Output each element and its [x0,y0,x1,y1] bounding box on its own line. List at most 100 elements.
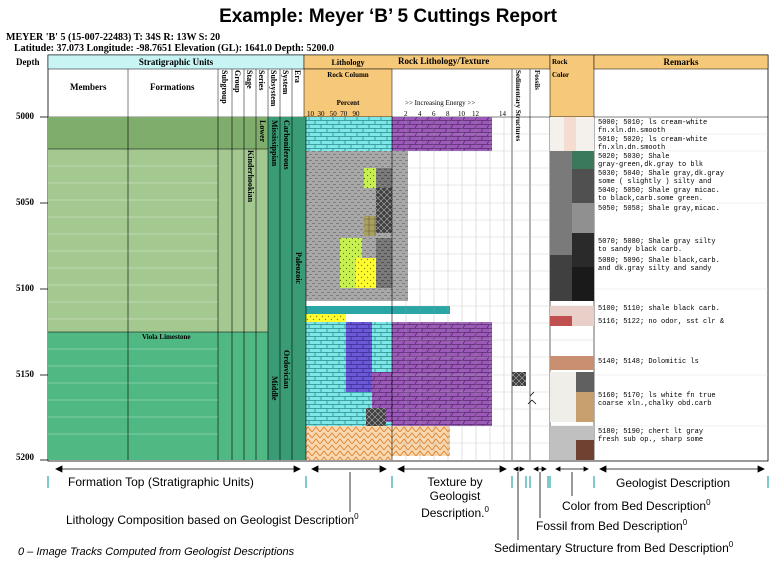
rock-column-fills [306,117,392,460]
series-header: Series [257,70,266,91]
rock-col-chert [306,426,392,460]
annot-color-sup: 0 [706,498,711,507]
annot-fossil-sup: 0 [682,518,688,527]
depth-header: Depth [16,57,40,67]
rock-col-olive [364,216,376,236]
energy-tick-4: 4 [418,110,422,118]
color-swatch-1 [564,117,576,151]
annot-texture-line-3: Description.0 [410,503,500,520]
lithology-header: Lithology [331,58,365,67]
color-swatch-7 [576,372,594,392]
annot-texture-sup: 0 [484,505,489,514]
well-info: MEYER 'B' 5 (15-007-22483) T: 34S R: 13W… [6,32,334,54]
report-title: Example: Meyer ‘B’ 5 Cuttings Report [219,6,557,27]
remark-3: 5030; 5040; Shale gray,dk.gray some ( sl… [598,170,725,186]
annot-lith-comp-sup: 0 [354,512,359,521]
remark-8: 5100; 5110; shale black carb. [598,305,720,313]
energy-tick-14: 14 [499,110,506,118]
remark-0: 5000; 5010; ls cream-white fn.xln.dn.smo… [598,119,708,135]
color-swatch-9 [576,440,594,460]
percent-header: Percent [336,99,360,107]
upper-mississippian-block [48,117,306,149]
subsystem-header: Subsystem [269,70,278,107]
sed-structures-header: Sedimentary Structures [514,70,522,142]
remark-9: 5116; 5122; no odor, sst clr & [598,318,725,326]
annotation-arrows [55,465,765,473]
rock-col-limestone-top [306,117,392,151]
color-swatch-2 [572,169,594,203]
annot-formation-top: Formation Top (Stratigraphic Units) [68,475,254,489]
energy-tick-2: 2 [404,110,408,118]
remarks-header-bg [593,54,769,70]
rock-col-silt-1 [364,168,376,188]
rock-col-sand-band [306,314,346,322]
rock-color-track [550,117,594,460]
rock-col-sand [356,258,376,288]
annot-texture-line-1: Texture by [427,475,483,489]
label-carboniferous: Carboniferous [282,120,291,170]
strat-header: Stratigraphic Units [138,57,214,67]
label-mississippian: Mississippian [270,120,279,167]
color-swatch-green [572,151,594,169]
color-swatch-red [550,316,572,326]
formations-header: Formations [150,82,195,92]
color-swatch-3 [572,203,594,233]
rock-color-header-2: Color [552,71,570,79]
stage-header: Stage [245,70,254,89]
annotation-markers [47,476,769,488]
annot-footnote: 0 – Image Tracks Computed from Geologist… [18,546,295,558]
color-swatch-4 [572,233,594,267]
system-header: System [281,70,290,95]
label-paleozoic: Paleozoic [294,252,303,284]
color-swatch-5 [572,267,594,301]
remark-7: 5080; 5096; Shale black,carb. and dk.gra… [598,257,720,273]
remark-10: 5140; 5148; Dolomitic ls [598,358,699,366]
well-line-1: MEYER 'B' 5 (15-007-22483) T: 34S R: 13W… [6,32,221,43]
annot-color: Color from Bed Description0 [562,498,711,513]
well-line-2: Latitude: 37.073 Longitude: -98.7651 Ele… [14,43,334,54]
strat-grid [48,117,293,460]
members-header: Members [70,82,107,92]
era-column [268,117,306,460]
annot-sed-sup: 0 [728,540,734,549]
annot-color-text: Color from Bed Description [562,499,707,513]
rock-col-darkshale-2 [376,238,392,288]
rock-column-header: Rock Column [327,71,369,79]
ordovician-block [48,332,306,460]
annot-texture-line-2: Geologist [429,489,481,503]
annot-sed-text: Sedimentary Structure from Bed Descripti… [494,541,729,555]
depth-label-5200: 5200 [16,452,34,462]
label-viola-limestone: Viola Limestone [142,333,191,341]
color-swatch-6 [550,255,572,301]
era-header: Era [293,70,302,83]
depth-ticks [40,116,48,461]
annot-lith-comp-text: Lithology Composition based on Geologist… [66,513,355,527]
label-lower: Lower [258,120,267,143]
remark-2: 5020; 5030; Shale gray-green,dk.gray to … [598,153,704,169]
header-dividers [48,69,768,118]
energy-tick-12: 12 [472,110,479,118]
rock-col-carb-1 [376,188,392,233]
fossil-icon [527,391,537,405]
sed-structure-mark [512,372,526,386]
depth-label-5100: 5100 [16,283,34,293]
remark-1: 5010; 5020; ls cream-white fn.xln.dn.smo… [598,136,708,152]
rock-color-header-1: Rock [552,58,568,66]
label-middle: Middle [270,376,279,401]
label-ordovician: Ordovician [282,350,291,389]
subgroup-header: Subgroup [220,70,229,104]
depth-label-5050: 5050 [16,197,34,207]
group-header: Group [233,70,242,93]
annot-lith-comp: Lithology Composition based on Geologist… [66,512,359,527]
energy-tick-10: 10 [458,110,465,118]
mississippian-block [48,117,306,332]
annot-sed: Sedimentary Structure from Bed Descripti… [494,540,733,555]
annot-geologist-desc: Geologist Description [616,476,731,490]
texture-dolomite-lower [392,322,492,426]
remark-12: 5180; 5190; chert lt gray fresh sub op.,… [598,428,704,444]
texture-shale [392,151,408,301]
remark-6: 5070; 5080; Shale gray silty to sandy bl… [598,238,716,254]
rock-col-darkshale-1 [376,168,392,188]
rock-col-carb-2 [366,408,386,426]
